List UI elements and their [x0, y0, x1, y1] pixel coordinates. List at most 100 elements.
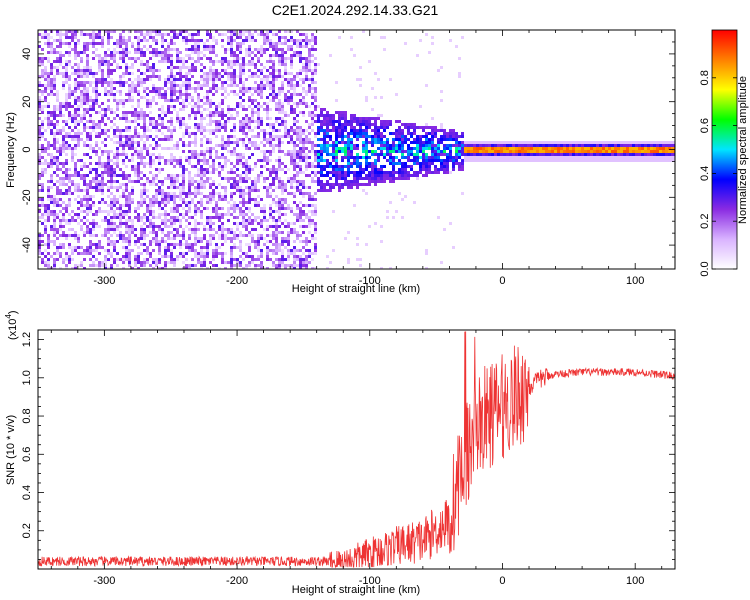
spectrogram-cell: [158, 261, 161, 264]
spectrogram-cell: [461, 132, 464, 135]
spectrogram-cell: [299, 159, 302, 162]
spectrogram-cell: [236, 63, 239, 66]
spectrogram-cell: [80, 210, 83, 213]
spectrogram-cell: [296, 162, 299, 165]
spectrogram-cell: [131, 135, 134, 138]
spectrogram-cell: [227, 138, 230, 141]
spectrogram-cell: [395, 138, 398, 141]
spectrogram-cell: [260, 207, 263, 210]
spectrogram-cell: [308, 240, 311, 243]
spectrogram-cell: [170, 117, 173, 120]
spectrogram-cell: [281, 84, 284, 87]
spectrogram-cell: [104, 264, 107, 267]
spectrogram-cell: [212, 165, 215, 168]
spectrogram-cell: [341, 171, 344, 174]
spectrogram-cell: [257, 147, 260, 150]
spectrogram-cell: [251, 228, 254, 231]
spectrogram-cell: [107, 60, 110, 63]
spectrogram-cell: [206, 75, 209, 78]
spectrogram-cell: [158, 249, 161, 252]
spectrogram-cell: [146, 39, 149, 42]
spectrogram-cell: [92, 33, 95, 36]
spectrogram-cell: [212, 162, 215, 165]
spectrogram-cell: [38, 63, 41, 66]
spectrogram-cell: [203, 162, 206, 165]
spectrogram-cell: [137, 153, 140, 156]
spectrogram-cell: [215, 129, 218, 132]
spectrogram-cell: [83, 189, 86, 192]
spectrogram-cell: [410, 123, 413, 126]
spectrogram-cell: [125, 45, 128, 48]
spectrogram-cell: [305, 141, 308, 144]
spectrogram-cell: [170, 147, 173, 150]
spectrogram-cell: [143, 222, 146, 225]
spectrogram-cell: [56, 198, 59, 201]
spectrogram-cell: [278, 165, 281, 168]
spectrogram-cell: [350, 120, 353, 123]
spectrogram-cell: [107, 129, 110, 132]
spectrogram-cell: [107, 171, 110, 174]
spectrogram-cell: [50, 129, 53, 132]
spectrogram-cell: [185, 99, 188, 102]
spectrogram-cell: [128, 51, 131, 54]
spectrogram-cell: [179, 183, 182, 186]
spectrogram-cell: [293, 132, 296, 135]
spectrogram-cell: [203, 171, 206, 174]
spectrogram-cell: [347, 231, 350, 234]
spectrogram-cell: [155, 192, 158, 195]
spectrogram-cell: [305, 162, 308, 165]
spectrogram-cell: [122, 171, 125, 174]
spectrogram-cell: [371, 168, 374, 171]
spectrogram-cell: [308, 105, 311, 108]
spectrogram-cell: [134, 117, 137, 120]
spectrogram-cell: [74, 51, 77, 54]
spectrogram-cell: [152, 210, 155, 213]
spectrogram-cell: [173, 159, 176, 162]
spectrogram-cell: [197, 84, 200, 87]
spectrogram-cell: [284, 198, 287, 201]
spectrogram-cell: [59, 129, 62, 132]
spectrogram-cell: [74, 48, 77, 51]
spectrogram-cell: [461, 192, 464, 195]
spectrogram-cell: [89, 33, 92, 36]
spectrogram-cell: [86, 111, 89, 114]
spectrogram-cell: [185, 144, 188, 147]
spectrogram-cell: [269, 171, 272, 174]
spectrogram-cell: [350, 183, 353, 186]
spectrogram-cell: [200, 201, 203, 204]
spectrogram-cell: [59, 132, 62, 135]
spectrogram-cell: [308, 222, 311, 225]
spectrogram-cell: [275, 138, 278, 141]
spectrogram-cell: [89, 66, 92, 69]
spectrogram-cell: [206, 150, 209, 153]
spectrogram-cell: [260, 249, 263, 252]
spectrogram-cell: [44, 255, 47, 258]
spectrogram-cell: [263, 213, 266, 216]
spectrogram-cell: [275, 171, 278, 174]
spectrogram-cell: [53, 252, 56, 255]
spectrogram-cell: [53, 78, 56, 81]
spectrogram-cell: [443, 153, 446, 156]
spectrogram-cell: [170, 249, 173, 252]
spectrogram-cell: [95, 93, 98, 96]
spectrogram-cell: [290, 138, 293, 141]
spectrogram-cell: [71, 246, 74, 249]
spectrogram-cell: [128, 72, 131, 75]
spectrogram-cell: [56, 252, 59, 255]
spectrogram-cell: [146, 114, 149, 117]
spectrogram-cell: [110, 81, 113, 84]
spectrogram-cell: [215, 213, 218, 216]
spectrogram-cell: [95, 171, 98, 174]
spectrogram-cell: [257, 255, 260, 258]
spectrogram-cell: [170, 123, 173, 126]
spectrogram-cell: [290, 63, 293, 66]
spectrogram-cell: [83, 33, 86, 36]
spectrogram-cell: [173, 261, 176, 264]
spectrogram-cell: [254, 48, 257, 51]
spectrogram-cell: [314, 96, 317, 99]
spectrogram-cell: [209, 72, 212, 75]
spectrogram-cell: [161, 219, 164, 222]
spectrogram-cell: [83, 81, 86, 84]
spectrogram-cell: [56, 258, 59, 261]
spectrogram-cell: [251, 114, 254, 117]
